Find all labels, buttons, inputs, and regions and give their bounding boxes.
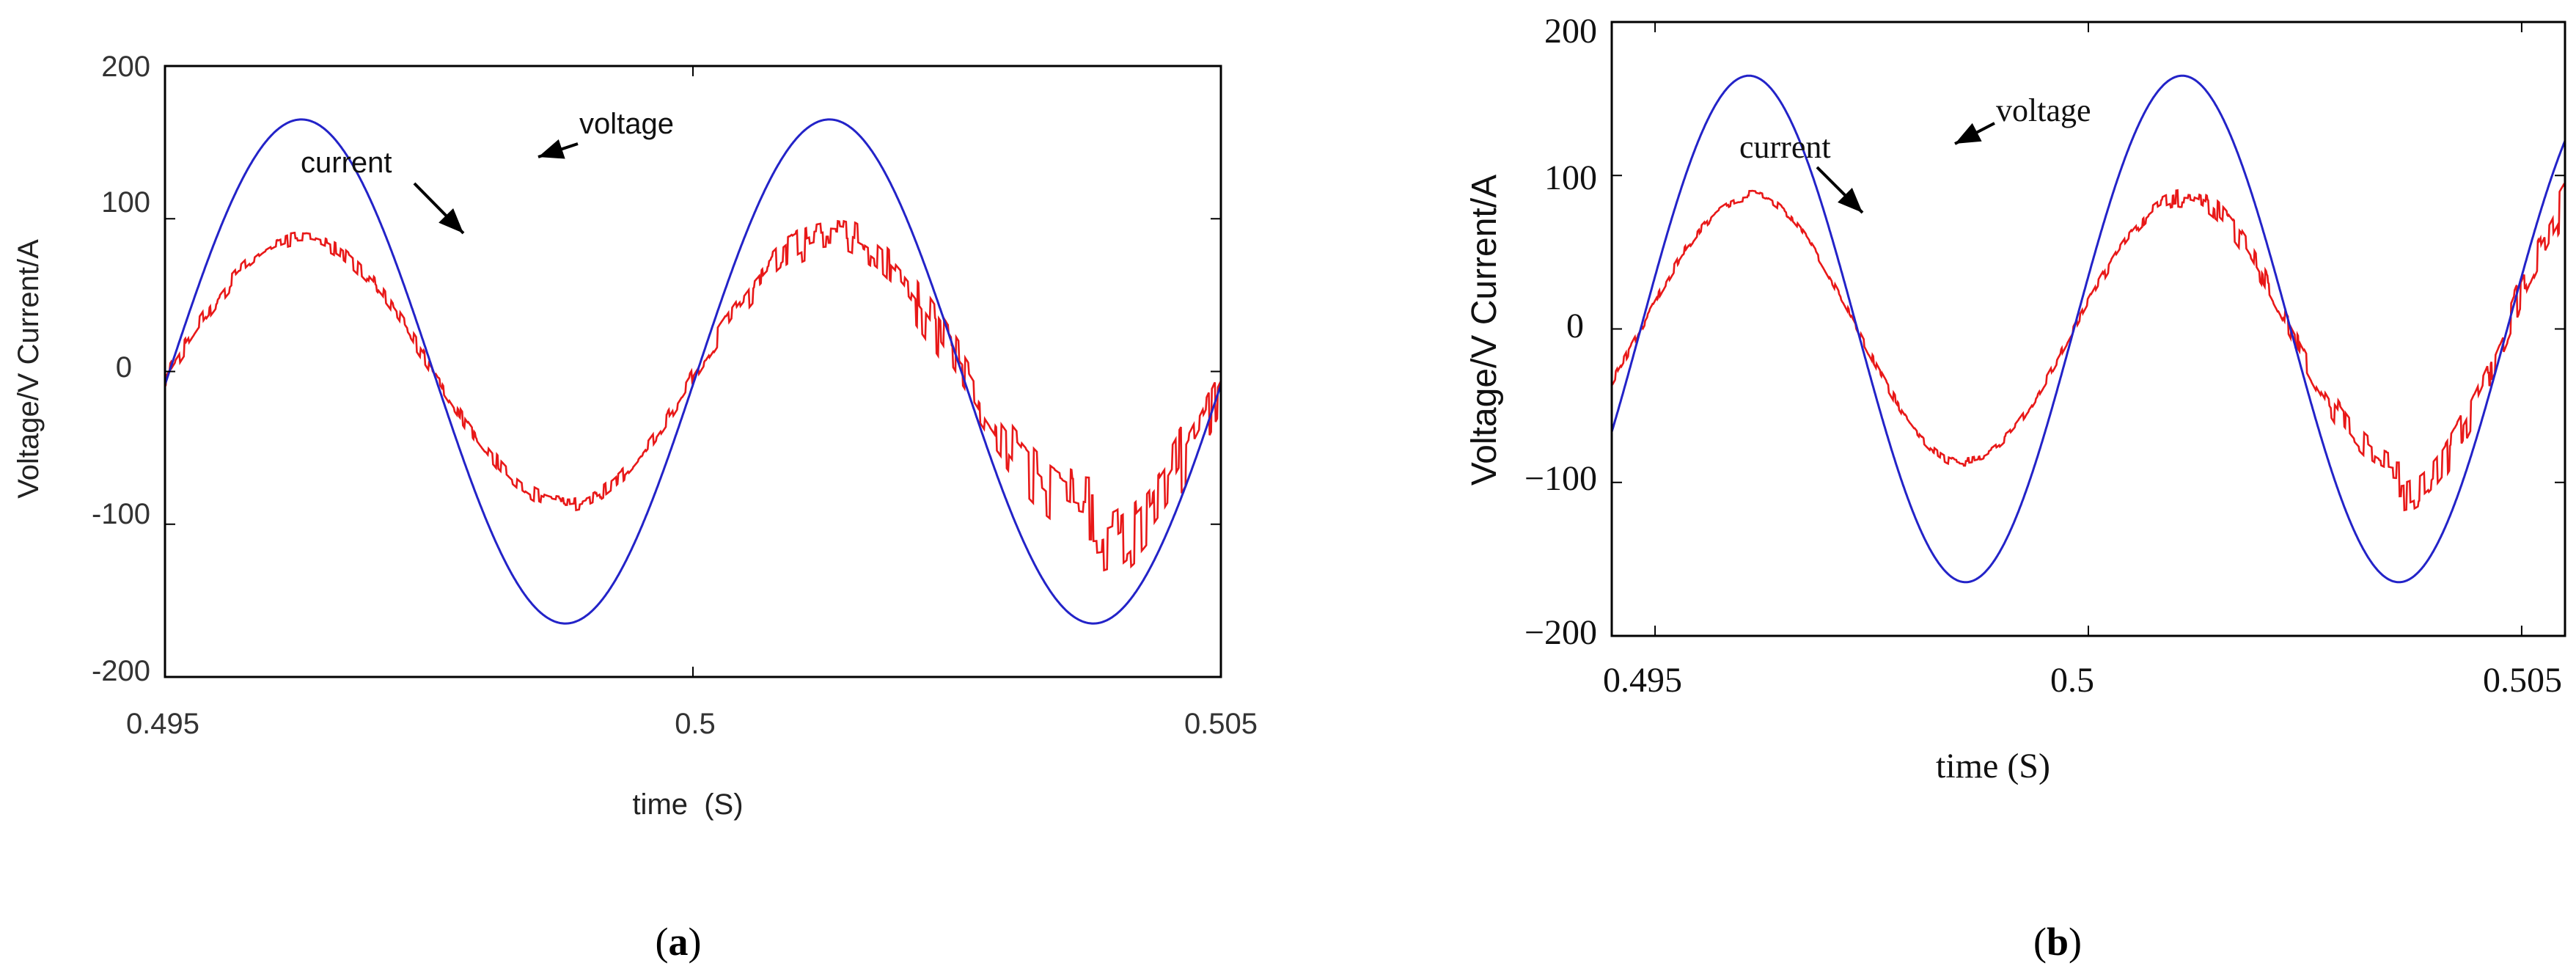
chart-a-arrow-current	[413, 182, 465, 235]
chart-a-y-ticks	[165, 65, 1221, 678]
chart-b-caption: (b)	[2033, 920, 2082, 964]
annotation-arrowhead	[438, 208, 463, 233]
chart-a-series-current	[165, 219, 1221, 572]
chart-b-arrow-current	[1816, 166, 1864, 214]
chart-b-x-ticks	[1654, 22, 2522, 636]
chart-a-annotation-voltage: voltage	[579, 108, 674, 140]
chart-b-arrow-voltage	[1954, 122, 1995, 145]
chart-b-x-tick-label: 0.495	[1603, 661, 1682, 700]
chart-a-x-ticks	[164, 66, 1222, 677]
chart-b-series-voltage	[1612, 74, 2565, 584]
chart-b-annotation-voltage: voltage	[1996, 92, 2091, 128]
chart-a-y-axis-label: Voltage/V Current/A	[12, 239, 45, 499]
chart-b-x-axis-label: time (S)	[1936, 747, 2050, 786]
chart-a-x-axis-label: time (S)	[632, 788, 743, 821]
chart-a-y-tick-label: -200	[92, 655, 150, 687]
annotation-arrowhead	[1955, 122, 1982, 144]
chart-b-y-ticks	[1612, 21, 2565, 637]
chart-a-y-tick-label: -100	[92, 498, 150, 530]
chart-b-y-tick-label: −200	[1524, 613, 1597, 652]
chart-a-annotation-current: current	[301, 147, 392, 179]
chart-a-series-layer	[165, 118, 1221, 625]
chart-a-x-tick-label: 0.5	[675, 708, 716, 740]
chart-b-y-tick-label: 200	[1544, 12, 1597, 51]
chart-b-y-tick-label: −100	[1524, 459, 1597, 498]
chart-a-series-voltage	[165, 118, 1221, 625]
chart-a: 200 100 0 -100 -200 0.495 0.5 0.505 time…	[12, 51, 1258, 964]
chart-a-caption: (a)	[656, 920, 702, 964]
chart-a-x-tick-label: 0.505	[1184, 708, 1258, 740]
chart-b-x-tick-label: 0.5	[2050, 661, 2094, 700]
chart-b: 200 100 0 −100 −200 0.495 0.5 0.505 time…	[1465, 12, 2566, 964]
chart-a-x-tick-label: 0.495	[126, 708, 199, 740]
chart-b-series-current	[1612, 183, 2565, 512]
chart-a-y-tick-label: 100	[101, 186, 150, 219]
annotation-arrowhead	[538, 139, 565, 159]
chart-b-x-tick-label: 0.505	[2483, 661, 2562, 700]
annotation-arrowhead	[1838, 188, 1863, 213]
chart-a-y-tick-label: 200	[101, 51, 150, 83]
chart-b-y-tick-label: 0	[1566, 307, 1584, 345]
chart-b-y-axis-label: Voltage/V Current/A	[1465, 175, 1504, 486]
chart-a-arrow-voltage	[537, 139, 579, 159]
chart-b-y-tick-label: 100	[1544, 158, 1597, 197]
chart-b-series-layer	[1612, 74, 2565, 584]
chart-b-annotation-current: current	[1739, 129, 1831, 165]
chart-a-y-tick-label: 0	[116, 351, 132, 384]
